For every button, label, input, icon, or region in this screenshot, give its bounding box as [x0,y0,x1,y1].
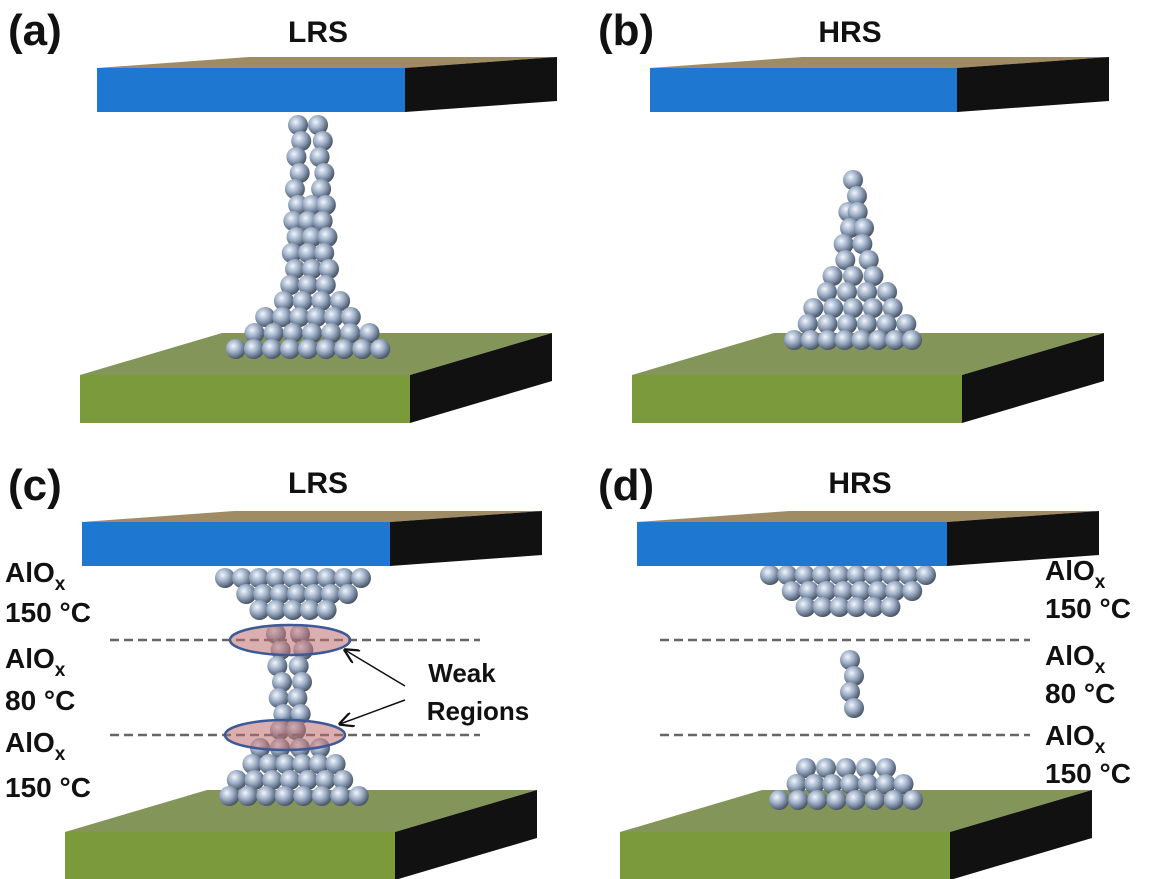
sphere [275,786,295,806]
layer-temperature: 80 °C [1045,678,1115,709]
sphere [338,584,358,604]
material: AlO [5,727,55,758]
panel-label: (b) [598,6,654,55]
layer-temperature: 150 °C [1045,758,1131,789]
panel-title: LRS [288,16,348,49]
sphere [256,786,276,806]
layer-material: AlOx [5,643,66,681]
sphere [884,790,904,810]
sphere [769,790,789,810]
subscript: x [1095,737,1106,758]
panel-label: (d) [598,461,654,510]
bottom-electrode-front [620,832,950,879]
sphere [902,581,922,601]
sphere [293,786,313,806]
sphere [280,339,300,359]
panel-title: LRS [288,467,348,500]
material: AlO [1045,640,1095,671]
layer-temperature: 150 °C [5,772,91,803]
subscript: x [55,660,66,681]
sphere [262,339,282,359]
layer-temperature: 150 °C [1045,593,1131,624]
material: AlO [5,643,55,674]
arrow [340,700,405,724]
layer-material: AlOx [1045,720,1106,758]
subscript: x [1095,657,1106,678]
layer-material: AlOx [1045,640,1106,678]
top-electrode-front [637,522,947,566]
sphere [334,339,354,359]
panel-label: (a) [8,6,62,55]
sphere [238,786,258,806]
top-electrode-front [82,522,390,566]
sphere [782,581,802,601]
annotation: Weak [428,658,496,688]
sphere [317,600,337,620]
sphere [807,790,827,810]
sphere [298,339,318,359]
bottom-electrode-front [65,832,395,879]
figure: (a)LRS(b)HRS(c)LRS(d)HRSWeakRegionsAlOx1… [0,0,1151,879]
sphere [865,790,885,810]
panel-title: HRS [818,16,881,49]
sphere [316,339,336,359]
top-electrode-front [97,68,405,112]
sphere [826,790,846,810]
weak-region [225,720,345,750]
sphere [788,790,808,810]
panel-label: (c) [8,461,62,510]
layer-material: AlOx [1045,555,1106,593]
sphere [902,330,922,350]
sphere [219,786,239,806]
material: AlO [1045,720,1095,751]
sphere [760,565,780,585]
bottom-electrode-front [80,375,410,423]
sphere [244,339,264,359]
arrow [345,650,405,686]
sphere [880,597,900,617]
sphere [312,786,332,806]
subscript: x [55,574,66,595]
subscript: x [55,744,66,765]
sphere [846,790,866,810]
sphere [351,568,371,588]
layer-material: AlOx [5,727,66,765]
top-electrode-front [650,68,957,112]
sphere [844,698,864,718]
sphere [226,339,246,359]
layer-temperature: 150 °C [5,597,91,628]
weak-region [230,625,350,655]
sphere [352,339,372,359]
sphere [330,786,350,806]
subscript: x [1095,572,1106,593]
annotation: Regions [427,696,530,726]
sphere [349,786,369,806]
sphere [916,565,936,585]
layer-material: AlOx [5,557,66,595]
material: AlO [5,557,55,588]
sphere [903,790,923,810]
material: AlO [1045,555,1095,586]
layer-temperature: 80 °C [5,685,75,716]
panel-title: HRS [828,467,891,500]
bottom-electrode-front [632,375,962,423]
sphere [370,339,390,359]
